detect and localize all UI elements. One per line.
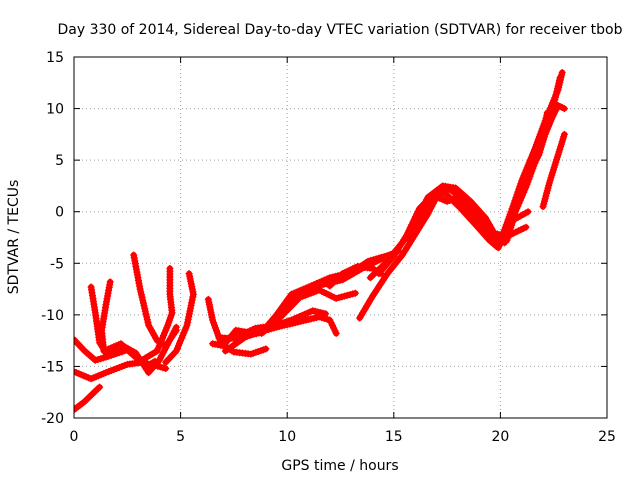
series-track-5: [98, 264, 176, 365]
series-markers: [539, 130, 568, 211]
plot-frame: [73, 56, 608, 419]
x-tick-label: 0: [70, 429, 79, 445]
y-tick-label: 10: [46, 102, 64, 118]
series-track-6: [130, 251, 180, 350]
tick-layer: 0 5 10 15 20 25 -20 -15 -10 -5 0 5 10 15: [41, 50, 616, 445]
x-tick-label: 20: [491, 429, 509, 445]
series-track-7: [162, 270, 197, 366]
y-tick-label: -20: [41, 411, 64, 427]
x-tick-label: 5: [176, 429, 185, 445]
y-axis-label: SDTVAR / TECUs: [6, 180, 22, 295]
series-track-19: [452, 69, 566, 239]
series-line: [452, 69, 566, 239]
series-markers: [74, 383, 104, 414]
y-tick-label: -10: [41, 308, 64, 324]
series-track-22: [539, 130, 568, 211]
series-track-21: [524, 102, 568, 180]
x-axis-label: GPS time / hours: [281, 458, 398, 474]
x-tick-label: 10: [278, 429, 296, 445]
series-track-13: [258, 286, 359, 337]
y-tick-label: 15: [46, 50, 64, 66]
y-tick-label: -15: [41, 359, 64, 375]
series-markers: [162, 270, 197, 366]
x-tick-label: 25: [598, 429, 616, 445]
series-track-1: [74, 383, 104, 414]
series-markers: [258, 286, 359, 337]
series-markers: [524, 102, 568, 180]
y-tick-label: -5: [50, 256, 64, 272]
series-layer: [74, 69, 568, 414]
y-tick-label: 5: [55, 153, 64, 169]
chart-title: Day 330 of 2014, Sidereal Day-to-day VTE…: [57, 22, 622, 38]
x-tick-label: 15: [385, 429, 403, 445]
y-tick-label: 0: [55, 205, 64, 221]
series-markers: [98, 264, 176, 365]
series-markers: [130, 251, 180, 350]
